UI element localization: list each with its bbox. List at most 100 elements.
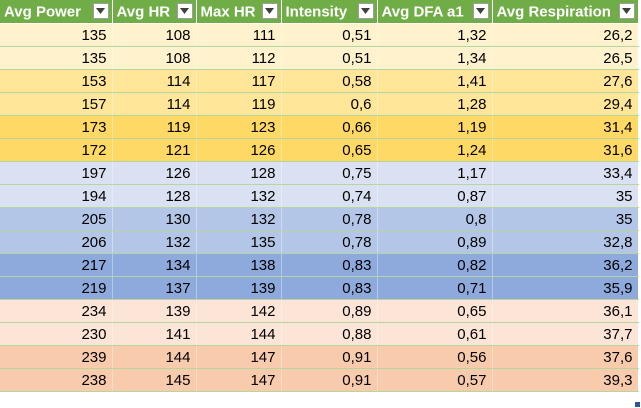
table-cell[interactable]: 32,8 bbox=[492, 230, 639, 254]
table-cell[interactable]: 130 bbox=[112, 207, 197, 231]
table-cell[interactable]: 134 bbox=[112, 253, 197, 277]
table-cell[interactable]: 135 bbox=[0, 23, 113, 47]
table-cell[interactable]: 139 bbox=[196, 276, 282, 300]
table-cell[interactable]: 132 bbox=[196, 184, 282, 208]
table-cell[interactable]: 111 bbox=[196, 23, 282, 47]
table-cell[interactable]: 0,78 bbox=[281, 207, 378, 231]
table-cell[interactable]: 142 bbox=[196, 299, 282, 323]
table-cell[interactable]: 114 bbox=[112, 69, 197, 93]
table-cell[interactable]: 26,5 bbox=[492, 46, 639, 70]
table-cell[interactable]: 1,34 bbox=[377, 46, 493, 70]
table-cell[interactable]: 0,51 bbox=[281, 23, 378, 47]
table-cell[interactable]: 1,19 bbox=[377, 115, 493, 139]
table-cell[interactable]: 137 bbox=[112, 276, 197, 300]
table-cell[interactable]: 0,8 bbox=[377, 207, 493, 231]
table-cell[interactable]: 126 bbox=[196, 138, 282, 162]
table-cell[interactable]: 141 bbox=[112, 322, 197, 346]
table-cell[interactable]: 1,17 bbox=[377, 161, 493, 185]
table-cell[interactable]: 0,83 bbox=[281, 276, 378, 300]
table-cell[interactable]: 144 bbox=[196, 322, 282, 346]
table-cell[interactable]: 31,4 bbox=[492, 115, 639, 139]
table-cell[interactable]: 33,4 bbox=[492, 161, 639, 185]
table-cell[interactable]: 0,61 bbox=[377, 322, 493, 346]
table-cell[interactable]: 172 bbox=[0, 138, 113, 162]
table-cell[interactable]: 0,78 bbox=[281, 230, 378, 254]
table-cell[interactable]: 108 bbox=[112, 23, 197, 47]
table-cell[interactable]: 1,32 bbox=[377, 23, 493, 47]
table-cell[interactable]: 35,9 bbox=[492, 276, 639, 300]
table-cell[interactable]: 0,75 bbox=[281, 161, 378, 185]
table-cell[interactable]: 112 bbox=[196, 46, 282, 70]
table-cell[interactable]: 0,91 bbox=[281, 368, 378, 392]
table-cell[interactable]: 37,7 bbox=[492, 322, 639, 346]
table-cell[interactable]: 194 bbox=[0, 184, 113, 208]
filter-dropdown-button[interactable] bbox=[618, 3, 635, 19]
table-cell[interactable]: 0,56 bbox=[377, 345, 493, 369]
table-resize-handle[interactable] bbox=[635, 402, 640, 407]
table-cell[interactable]: 145 bbox=[112, 368, 197, 392]
table-cell[interactable]: 1,24 bbox=[377, 138, 493, 162]
filter-dropdown-button[interactable] bbox=[176, 3, 193, 19]
table-cell[interactable]: 0,58 bbox=[281, 69, 378, 93]
table-cell[interactable]: 128 bbox=[196, 161, 282, 185]
table-cell[interactable]: 126 bbox=[112, 161, 197, 185]
table-cell[interactable]: 173 bbox=[0, 115, 113, 139]
table-cell[interactable]: 27,6 bbox=[492, 69, 639, 93]
table-cell[interactable]: 132 bbox=[112, 230, 197, 254]
table-cell[interactable]: 35 bbox=[492, 207, 639, 231]
table-cell[interactable]: 0,83 bbox=[281, 253, 378, 277]
table-cell[interactable]: 0,6 bbox=[281, 92, 378, 116]
table-cell[interactable]: 121 bbox=[112, 138, 197, 162]
table-cell[interactable]: 205 bbox=[0, 207, 113, 231]
table-cell[interactable]: 0,74 bbox=[281, 184, 378, 208]
table-cell[interactable]: 135 bbox=[196, 230, 282, 254]
filter-dropdown-button[interactable] bbox=[357, 3, 374, 19]
table-cell[interactable]: 119 bbox=[112, 115, 197, 139]
table-cell[interactable]: 135 bbox=[0, 46, 113, 70]
table-cell[interactable]: 37,6 bbox=[492, 345, 639, 369]
table-cell[interactable]: 36,2 bbox=[492, 253, 639, 277]
table-cell[interactable]: 0,87 bbox=[377, 184, 493, 208]
filter-dropdown-button[interactable] bbox=[472, 3, 489, 19]
table-cell[interactable]: 0,89 bbox=[281, 299, 378, 323]
table-cell[interactable]: 138 bbox=[196, 253, 282, 277]
table-cell[interactable]: 29,4 bbox=[492, 92, 639, 116]
table-cell[interactable]: 153 bbox=[0, 69, 113, 93]
table-cell[interactable]: 238 bbox=[0, 368, 113, 392]
table-cell[interactable]: 39,3 bbox=[492, 368, 639, 392]
table-cell[interactable]: 139 bbox=[112, 299, 197, 323]
table-cell[interactable]: 31,6 bbox=[492, 138, 639, 162]
table-cell[interactable]: 147 bbox=[196, 368, 282, 392]
table-cell[interactable]: 108 bbox=[112, 46, 197, 70]
table-cell[interactable]: 0,51 bbox=[281, 46, 378, 70]
table-cell[interactable]: 206 bbox=[0, 230, 113, 254]
table-cell[interactable]: 234 bbox=[0, 299, 113, 323]
filter-dropdown-button[interactable] bbox=[261, 3, 278, 19]
table-cell[interactable]: 0,89 bbox=[377, 230, 493, 254]
table-cell[interactable]: 36,1 bbox=[492, 299, 639, 323]
table-cell[interactable]: 128 bbox=[112, 184, 197, 208]
table-cell[interactable]: 1,28 bbox=[377, 92, 493, 116]
table-cell[interactable]: 119 bbox=[196, 92, 282, 116]
table-cell[interactable]: 0,66 bbox=[281, 115, 378, 139]
table-cell[interactable]: 123 bbox=[196, 115, 282, 139]
table-cell[interactable]: 217 bbox=[0, 253, 113, 277]
table-cell[interactable]: 0,65 bbox=[281, 138, 378, 162]
table-cell[interactable]: 147 bbox=[196, 345, 282, 369]
table-cell[interactable]: 219 bbox=[0, 276, 113, 300]
table-cell[interactable]: 239 bbox=[0, 345, 113, 369]
table-cell[interactable]: 0,91 bbox=[281, 345, 378, 369]
table-cell[interactable]: 132 bbox=[196, 207, 282, 231]
table-cell[interactable]: 0,82 bbox=[377, 253, 493, 277]
table-cell[interactable]: 0,57 bbox=[377, 368, 493, 392]
table-cell[interactable]: 0,88 bbox=[281, 322, 378, 346]
table-cell[interactable]: 35 bbox=[492, 184, 639, 208]
filter-dropdown-button[interactable] bbox=[92, 3, 109, 19]
table-cell[interactable]: 114 bbox=[112, 92, 197, 116]
table-cell[interactable]: 157 bbox=[0, 92, 113, 116]
table-cell[interactable]: 0,71 bbox=[377, 276, 493, 300]
table-cell[interactable]: 230 bbox=[0, 322, 113, 346]
table-cell[interactable]: 197 bbox=[0, 161, 113, 185]
table-cell[interactable]: 26,2 bbox=[492, 23, 639, 47]
table-cell[interactable]: 144 bbox=[112, 345, 197, 369]
